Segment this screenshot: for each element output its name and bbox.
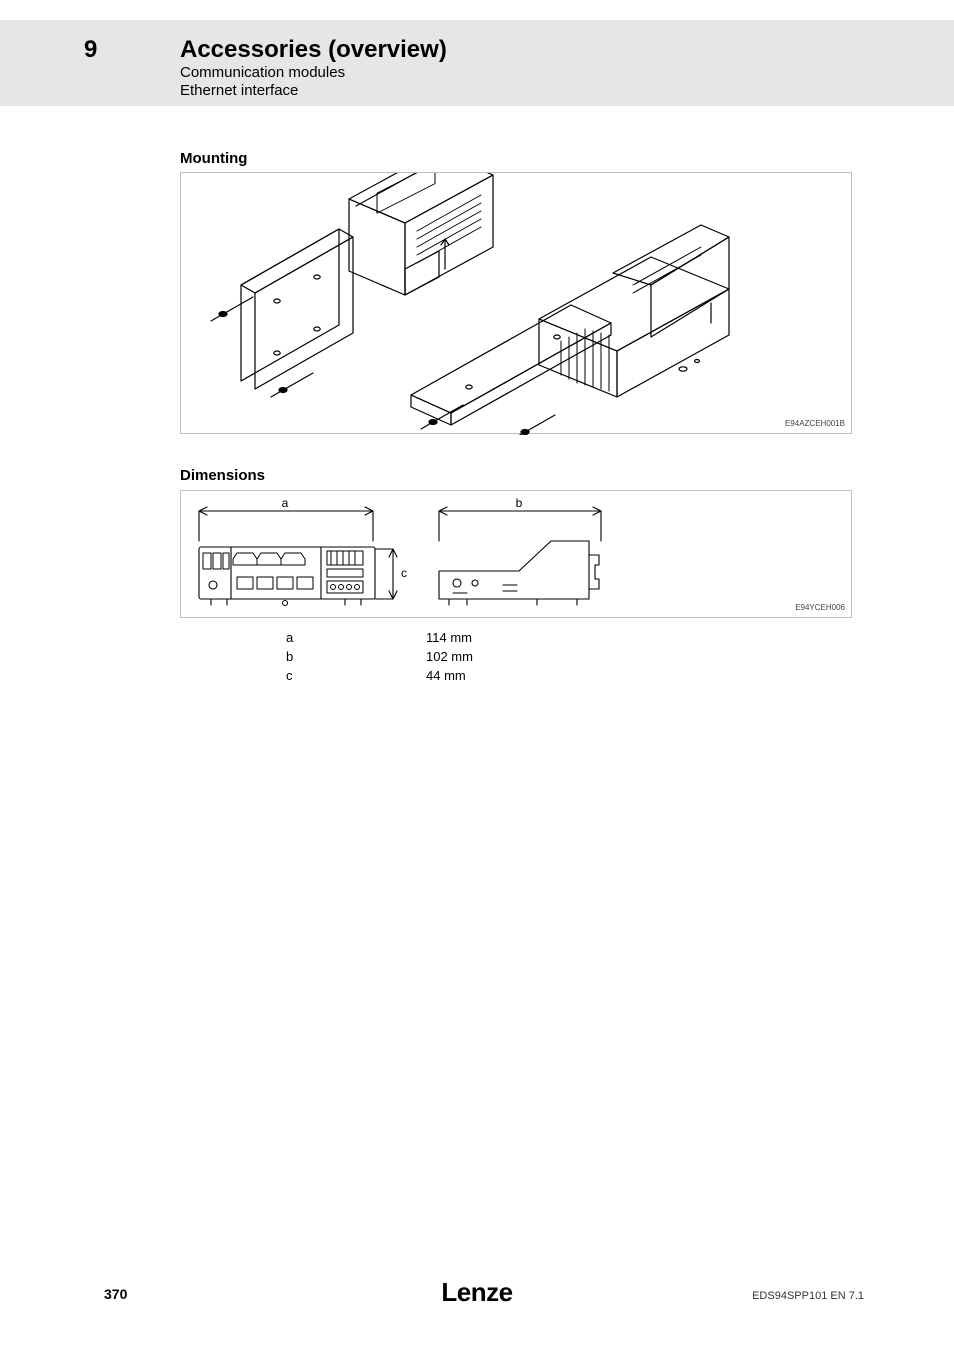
- dim-label-b: b: [516, 496, 523, 510]
- dim-key-c: c: [286, 668, 426, 683]
- dimension-table: a 114 mm b 102 mm c 44 mm: [286, 628, 526, 685]
- figure-dimensions: a b c E94YCEH006: [180, 490, 852, 618]
- dimensions-diagram-svg: a b c: [181, 491, 853, 619]
- chapter-subtitle-1: Communication modules: [180, 64, 345, 81]
- dim-key-b: b: [286, 649, 426, 664]
- section-heading-dimensions: Dimensions: [180, 467, 265, 484]
- table-row: b 102 mm: [286, 647, 526, 666]
- dim-val-c: 44 mm: [426, 668, 526, 683]
- chapter-subtitle-2: Ethernet interface: [180, 82, 298, 99]
- mounting-diagram-svg: [181, 173, 853, 435]
- figure-ref-dimensions: E94YCEH006: [795, 603, 845, 612]
- table-row: a 114 mm: [286, 628, 526, 647]
- chapter-number: 9: [84, 36, 97, 64]
- table-row: c 44 mm: [286, 666, 526, 685]
- dim-val-b: 102 mm: [426, 649, 526, 664]
- dim-label-c: c: [401, 566, 407, 580]
- dim-val-a: 114 mm: [426, 630, 526, 645]
- page: 9 Accessories (overview) Communication m…: [0, 0, 954, 1350]
- dim-key-a: a: [286, 630, 426, 645]
- section-heading-mounting: Mounting: [180, 150, 247, 167]
- figure-mounting: E94AZCEH001B: [180, 172, 852, 434]
- dim-label-a: a: [282, 496, 289, 510]
- header-band: [0, 20, 954, 106]
- document-reference: EDS94SPP101 EN 7.1: [752, 1290, 864, 1302]
- figure-ref-mounting: E94AZCEH001B: [785, 419, 845, 428]
- chapter-title: Accessories (overview): [180, 36, 447, 64]
